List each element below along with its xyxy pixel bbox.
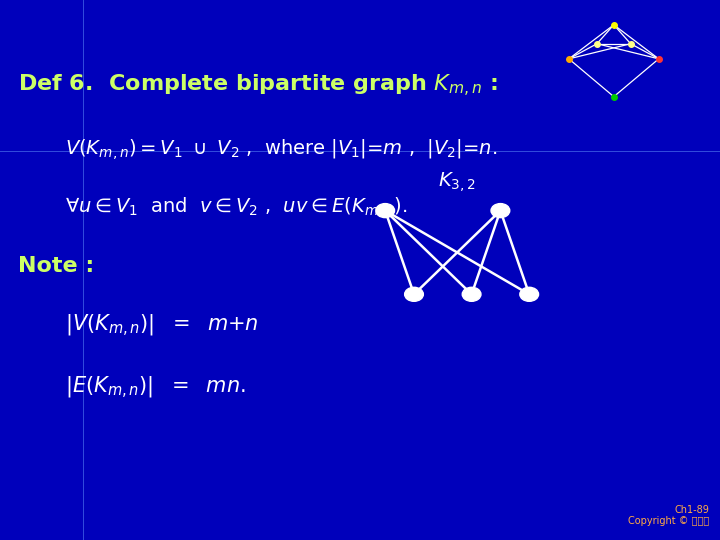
Circle shape [376, 204, 395, 218]
Text: $K_{3,2}$: $K_{3,2}$ [438, 170, 476, 194]
Circle shape [491, 204, 510, 218]
Text: Ch1-89
Copyright © 黃鎖玲: Ch1-89 Copyright © 黃鎖玲 [628, 505, 709, 526]
Text: $|E(K_{m,n})|$  $=$  $mn$.: $|E(K_{m,n})|$ $=$ $mn$. [65, 375, 246, 401]
Circle shape [462, 287, 481, 301]
Text: Def 6.  Complete bipartite graph $K_{m,n}$ :: Def 6. Complete bipartite graph $K_{m,n}… [18, 73, 498, 99]
Circle shape [520, 287, 539, 301]
Text: $\forall u \in V_1$  and  $v \in V_2$ ,  $uv \in E(K_{m,n})$.: $\forall u \in V_1$ and $v \in V_2$ , $u… [65, 195, 407, 220]
Circle shape [405, 287, 423, 301]
Text: Note :: Note : [18, 256, 94, 276]
Text: $V(K_{m,n}) = V_1\ \cup\ V_2$ ,  where $|V_1|$=$m$ ,  $|V_2|$=$n$.: $V(K_{m,n}) = V_1\ \cup\ V_2$ , where $|… [65, 138, 497, 163]
Text: $|V(K_{m,n})|$  $=$  $m$+$n$: $|V(K_{m,n})|$ $=$ $m$+$n$ [65, 313, 258, 339]
